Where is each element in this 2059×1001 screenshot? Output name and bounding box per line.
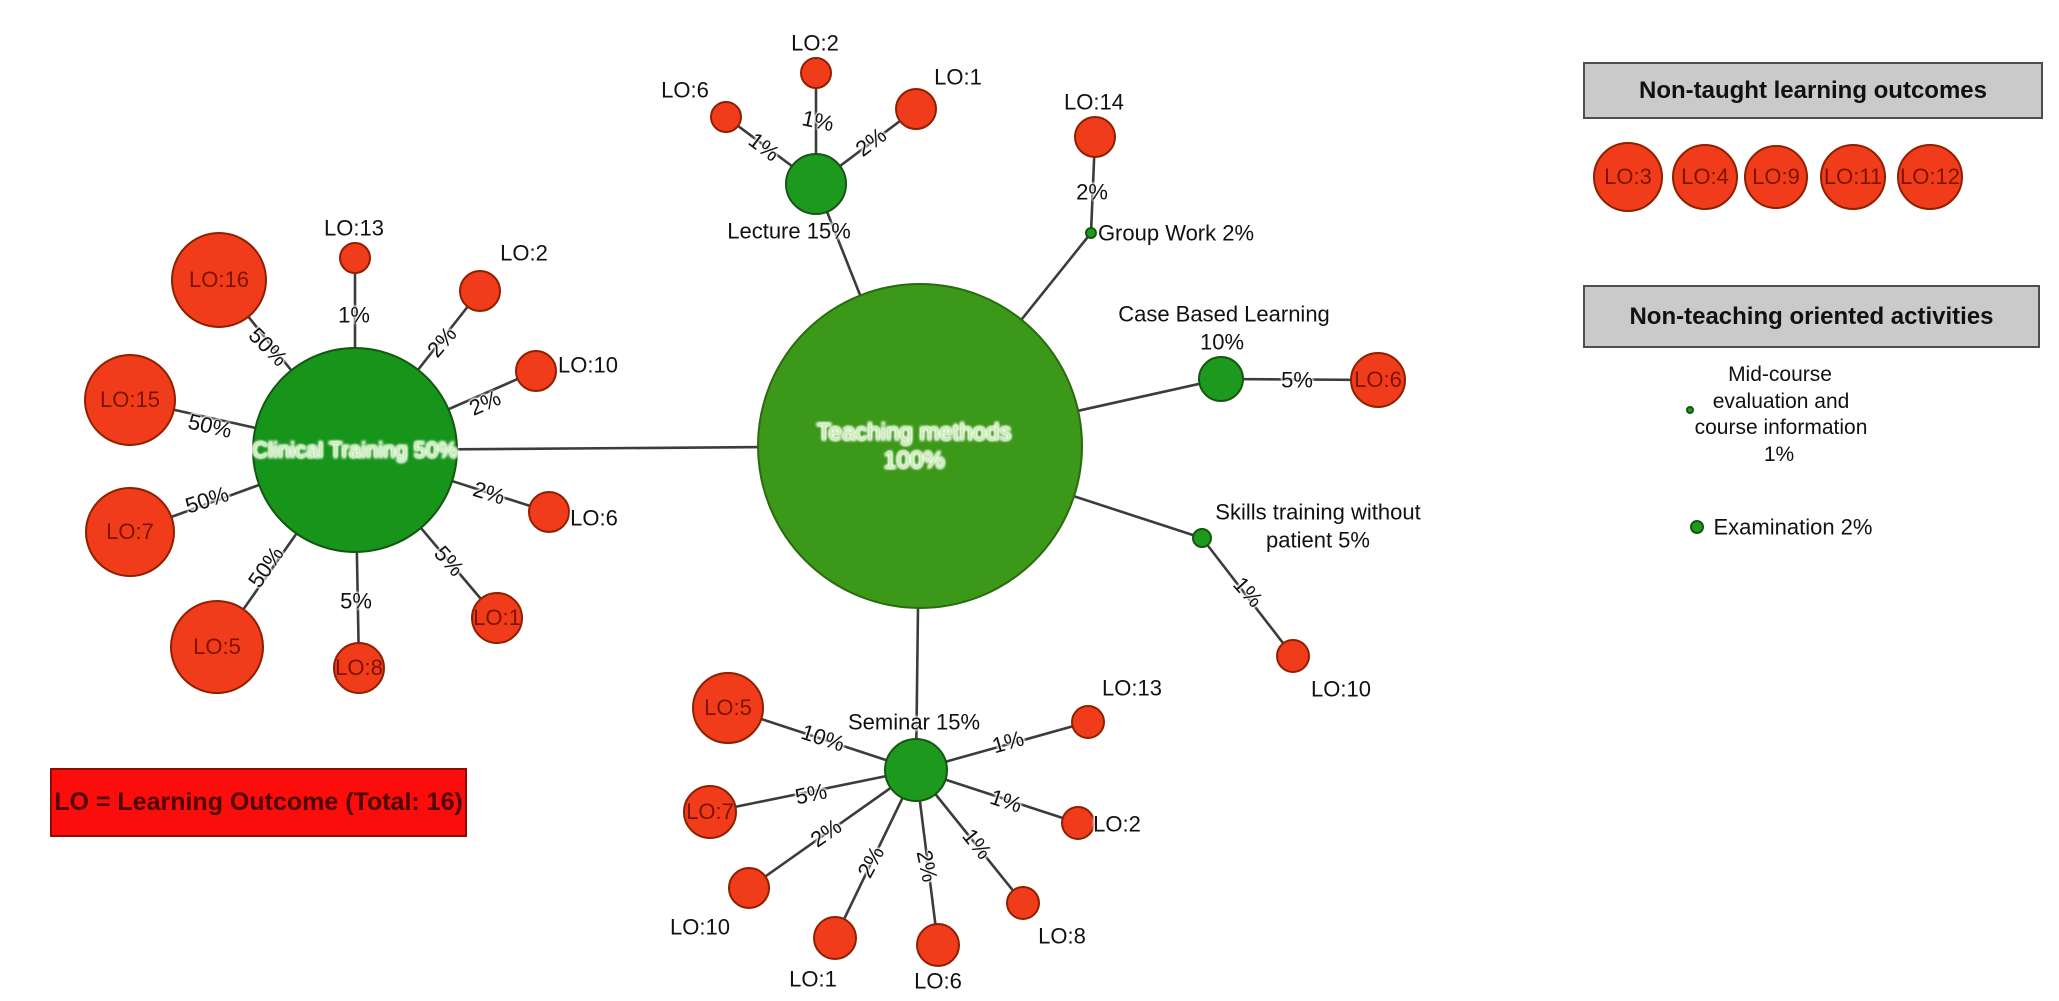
node-skills-lo10 [1276, 639, 1310, 673]
lect-lo1-label: LO:1 [934, 64, 982, 90]
node-clin-lo7-label: LO:7 [106, 519, 154, 544]
groupwork-title: Group Work 2% [1097, 220, 1255, 246]
cbl-title-line2: 10% [1199, 329, 1245, 355]
node-panel-lo4-label: LO:4 [1681, 164, 1729, 189]
sem-lo2-label: LO:2 [1093, 811, 1141, 837]
midcourse-line3: course information [1694, 415, 1868, 439]
node-clin-lo7: LO:7 [85, 487, 175, 577]
node-clin-lo16-label: LO:16 [189, 267, 249, 292]
node-clinical [252, 347, 458, 553]
node-clin-lo15: LO:15 [84, 354, 176, 446]
clin-lo6-label: LO:6 [570, 505, 618, 531]
node-lect-lo1 [895, 88, 937, 130]
node-skills [1192, 528, 1212, 548]
node-lo14 [1074, 116, 1116, 158]
node-lecture [785, 153, 847, 215]
node-clin-lo8-label: LO:8 [335, 655, 383, 680]
node-clin-lo5: LO:5 [170, 600, 264, 694]
lo-legend: LO = Learning Outcome (Total: 16) [50, 768, 467, 837]
node-groupwork [1085, 227, 1097, 239]
sem-lo13-label: LO:13 [1102, 675, 1162, 701]
lo14-label: LO:14 [1064, 89, 1124, 115]
node-panel-lo9-label: LO:9 [1752, 164, 1800, 189]
node-sem-lo10 [728, 867, 770, 909]
teaching-title-line2: 100% [883, 447, 945, 475]
node-clin-lo6 [528, 491, 570, 533]
clin-lo13-label: LO:13 [324, 215, 384, 241]
lecture-title: Lecture 15% [727, 218, 851, 244]
edge-seminar-sem-lo7 [709, 768, 917, 814]
node-cbl-lo6-label: LO:6 [1354, 367, 1402, 392]
teaching-title-line1: Teaching methods [816, 419, 1012, 447]
midcourse-line4: 1% [1763, 442, 1795, 466]
non-taught-header: Non-taught learning outcomes [1583, 62, 2043, 119]
node-sem-lo13 [1071, 705, 1105, 739]
skills-title-line2: patient 5% [1266, 527, 1370, 553]
node-sem-lo7-label: LO:7 [686, 799, 734, 824]
node-midcourse-dot [1686, 406, 1694, 414]
node-clin-lo10 [515, 350, 557, 392]
node-lect-lo6 [710, 101, 742, 133]
node-panel-lo3: LO:3 [1593, 142, 1663, 212]
midcourse-line2: evaluation and [1712, 389, 1850, 413]
node-panel-lo11-label: LO:11 [1823, 164, 1883, 189]
clin-lo2-label: LO:2 [500, 240, 548, 266]
clin-lo10-label: LO:10 [558, 352, 618, 378]
node-sem-lo7: LO:7 [683, 785, 737, 839]
node-panel-lo11: LO:11 [1820, 144, 1886, 210]
node-sem-lo6 [916, 923, 960, 967]
node-panel-lo4: LO:4 [1672, 144, 1738, 210]
sem-lo1-label: LO:1 [789, 966, 837, 992]
edge-skills-skills-lo10 [1200, 537, 1295, 657]
node-sem-lo2 [1061, 806, 1095, 840]
edge-pct-clin-lo8: 5% [340, 588, 372, 614]
sem-lo10-label: LO:10 [670, 914, 730, 940]
clinical-title: Clinical Training 50% [252, 437, 458, 463]
node-panel-lo12-label: LO:12 [1900, 164, 1960, 189]
skills-lo10-label: LO:10 [1311, 676, 1371, 702]
node-clin-lo13 [339, 242, 371, 274]
node-sem-lo5: LO:5 [692, 672, 764, 744]
node-clin-lo1: LO:1 [471, 592, 523, 644]
examination-label: Examination 2% [1713, 514, 1873, 540]
midcourse-line1: Mid-course [1728, 362, 1832, 386]
edge-pct-clin-lo13: 1% [338, 302, 370, 328]
node-lect-lo2 [800, 57, 832, 89]
node-exam-dot [1690, 520, 1704, 534]
node-sem-lo1 [813, 916, 857, 960]
edge-pct-lo14: 2% [1076, 179, 1108, 205]
node-clin-lo5-label: LO:5 [193, 634, 241, 659]
node-clin-lo2 [459, 270, 501, 312]
node-sem-lo8 [1006, 886, 1040, 920]
node-clin-lo16: LO:16 [171, 232, 267, 328]
node-clin-lo1-label: LO:1 [473, 605, 521, 630]
node-panel-lo9: LO:9 [1744, 145, 1808, 209]
node-seminar [884, 738, 948, 802]
node-teaching [757, 283, 1083, 609]
sem-lo6-label: LO:6 [914, 968, 962, 994]
edge-pct-cbl-lo6: 5% [1281, 367, 1313, 393]
node-cbl [1198, 356, 1244, 402]
edge-seminar-sem-lo10 [748, 768, 917, 890]
non-teaching-header: Non-teaching oriented activities [1583, 285, 2040, 348]
sem-lo8-label: LO:8 [1038, 923, 1086, 949]
node-cbl-lo6: LO:6 [1350, 352, 1406, 408]
node-clin-lo8: LO:8 [333, 642, 385, 694]
cbl-title-line1: Case Based Learning [1118, 301, 1330, 327]
node-sem-lo5-label: LO:5 [704, 695, 752, 720]
node-panel-lo12: LO:12 [1897, 144, 1963, 210]
node-panel-lo3-label: LO:3 [1604, 164, 1652, 189]
lect-lo6-label: LO:6 [661, 77, 709, 103]
skills-title-line1: Skills training without [1215, 499, 1421, 525]
seminar-title: Seminar 15% [847, 709, 981, 735]
lect-lo2-label: LO:2 [791, 30, 839, 56]
node-clin-lo15-label: LO:15 [100, 387, 160, 412]
